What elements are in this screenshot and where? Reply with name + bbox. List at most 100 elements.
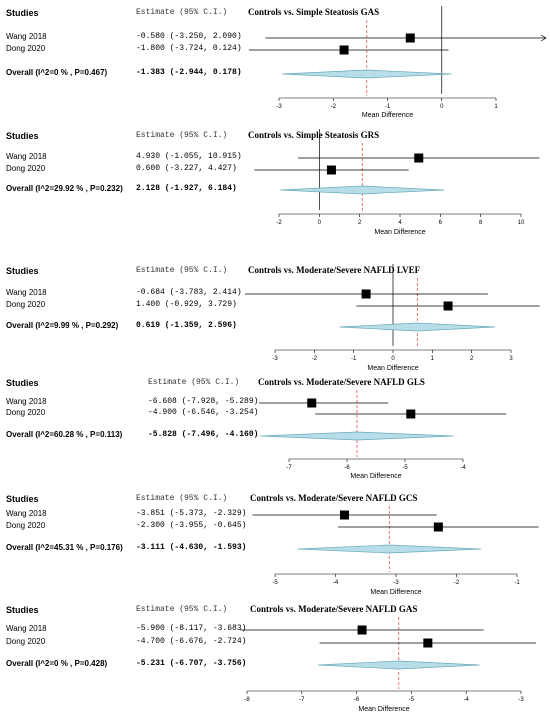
study-point	[423, 638, 433, 648]
x-axis-label: Mean Difference	[367, 365, 418, 372]
study-estimate: -1.800 (-3.724, 0.124)	[136, 44, 242, 53]
ci-arrow	[540, 34, 547, 42]
x-tick-label: -1	[514, 580, 520, 586]
study-point	[433, 522, 443, 532]
x-axis-label: Mean Difference	[370, 589, 421, 596]
study-estimate: -6.608 (-7.928, -5.289)	[148, 397, 259, 406]
study-estimate: -4.700 (-6.676, -2.724)	[136, 637, 247, 646]
study-name: Dong 2020	[6, 44, 46, 53]
x-tick-label: -4	[464, 697, 470, 703]
estimate-header: Estimate (95% C.I.)	[136, 494, 228, 503]
study-estimate: -0.684 (-3.783, 2.414)	[136, 288, 242, 297]
x-tick-label: -3	[518, 697, 524, 703]
x-tick-label: -3	[272, 356, 278, 362]
x-tick-label: -4	[460, 465, 466, 471]
study-point	[357, 625, 367, 635]
study-name: Dong 2020	[6, 408, 46, 417]
x-axis-label: Mean Difference	[358, 706, 409, 712]
overall-estimate: -5.231 (-6.707, -3.756)	[136, 659, 247, 668]
overall-label: Overall (I^2=29.92 % , P=0.232)	[6, 184, 123, 193]
overall-diamond	[317, 660, 480, 670]
overall-diamond	[339, 322, 496, 332]
study-estimate: 1.400 (-0.929, 3.729)	[136, 300, 237, 309]
x-tick-label: -2	[454, 580, 460, 586]
study-name: Dong 2020	[6, 164, 46, 173]
panel-title: Controls vs. Moderate/Severe NAFLD LVEF	[248, 265, 421, 275]
x-tick-label: -3	[276, 104, 282, 110]
study-name: Wang 2018	[6, 624, 47, 633]
overall-label: Overall (I^2=0 % , P=0.467)	[6, 68, 108, 77]
overall-diamond	[282, 69, 452, 79]
study-estimate: -0.580 (-3.250, 2.090)	[136, 32, 242, 41]
study-point	[443, 301, 453, 311]
x-axis-label: Mean Difference	[374, 229, 425, 236]
study-name: Wang 2018	[6, 152, 47, 161]
overall-estimate: -1.383 (-2.944, 0.178)	[136, 68, 242, 77]
estimate-header: Estimate (95% C.I.)	[136, 8, 228, 17]
x-tick-label: -4	[333, 580, 339, 586]
study-name: Dong 2020	[6, 521, 46, 530]
study-name: Dong 2020	[6, 637, 46, 646]
x-tick-label: -8	[244, 697, 250, 703]
estimate-header: Estimate (95% C.I.)	[136, 131, 228, 140]
study-point	[361, 289, 371, 299]
x-tick-label: 4	[398, 220, 402, 226]
x-tick-label: -5	[402, 465, 408, 471]
overall-label: Overall (I^2=45.31 % , P=0.176)	[6, 543, 123, 552]
x-tick-label: 3	[509, 356, 513, 362]
study-estimate: -5.900 (-8.117, -3.683)	[136, 624, 247, 633]
x-tick-label: -3	[393, 580, 399, 586]
x-tick-label: 6	[439, 220, 443, 226]
studies-header: Studies	[6, 8, 39, 18]
overall-estimate: -5.828 (-7.496, -4.160)	[148, 430, 259, 439]
study-name: Wang 2018	[6, 288, 47, 297]
x-axis-label: Mean Difference	[362, 112, 413, 119]
panel-title: Controls vs. Moderate/Severe NAFLD GCS	[250, 493, 418, 503]
overall-diamond	[297, 544, 482, 554]
estimate-header: Estimate (95% C.I.)	[148, 378, 240, 387]
x-tick-label: 0	[440, 104, 444, 110]
overall-label: Overall (I^2=9.99 % , P=0.292)	[6, 321, 119, 330]
overall-estimate: -3.111 (-4.630, -1.593)	[136, 543, 247, 552]
x-tick-label: 0	[318, 220, 322, 226]
studies-header: Studies	[6, 494, 39, 504]
overall-diamond	[260, 431, 454, 441]
study-point	[307, 398, 317, 408]
x-tick-label: -5	[272, 580, 278, 586]
x-tick-label: 2	[470, 356, 474, 362]
x-tick-label: -5	[409, 697, 415, 703]
x-tick-label: 0	[391, 356, 395, 362]
study-point	[339, 45, 349, 55]
studies-header: Studies	[6, 605, 39, 615]
x-tick-label: -2	[276, 220, 282, 226]
x-tick-label: -1	[351, 356, 357, 362]
overall-estimate: 2.128 (-1.927, 6.184)	[136, 184, 237, 193]
study-point	[414, 153, 424, 163]
estimate-header: Estimate (95% C.I.)	[136, 605, 228, 614]
study-name: Wang 2018	[6, 397, 47, 406]
x-tick-label: -7	[299, 697, 305, 703]
x-tick-label: 10	[518, 220, 525, 226]
study-estimate: -2.300 (-3.955, -0.645)	[136, 521, 247, 530]
study-estimate: -4.900 (-6.546, -3.254)	[148, 408, 259, 417]
study-point	[405, 33, 415, 43]
panel-title: Controls vs. Moderate/Severe NAFLD GLS	[258, 377, 425, 387]
x-tick-label: 2	[358, 220, 362, 226]
x-axis-label: Mean Difference	[350, 473, 401, 480]
overall-estimate: 0.619 (-1.359, 2.596)	[136, 321, 237, 330]
study-name: Wang 2018	[6, 32, 47, 41]
estimate-header: Estimate (95% C.I.)	[136, 266, 228, 275]
overall-diamond	[280, 185, 445, 195]
overall-label: Overall (I^2=0 % , P=0.428)	[6, 659, 108, 668]
studies-header: Studies	[6, 131, 39, 141]
study-estimate: 0.600 (-3.227, 4.427)	[136, 164, 237, 173]
x-tick-label: -7	[286, 465, 292, 471]
x-tick-label: -1	[385, 104, 391, 110]
studies-header: Studies	[6, 266, 39, 276]
study-point	[340, 510, 350, 520]
x-tick-label: 1	[431, 356, 435, 362]
x-tick-label: -6	[354, 697, 360, 703]
panel-title: Controls vs. Simple Steatosis GRS	[248, 130, 380, 140]
study-estimate: 4.930 (-1.055, 10.915)	[136, 152, 242, 161]
